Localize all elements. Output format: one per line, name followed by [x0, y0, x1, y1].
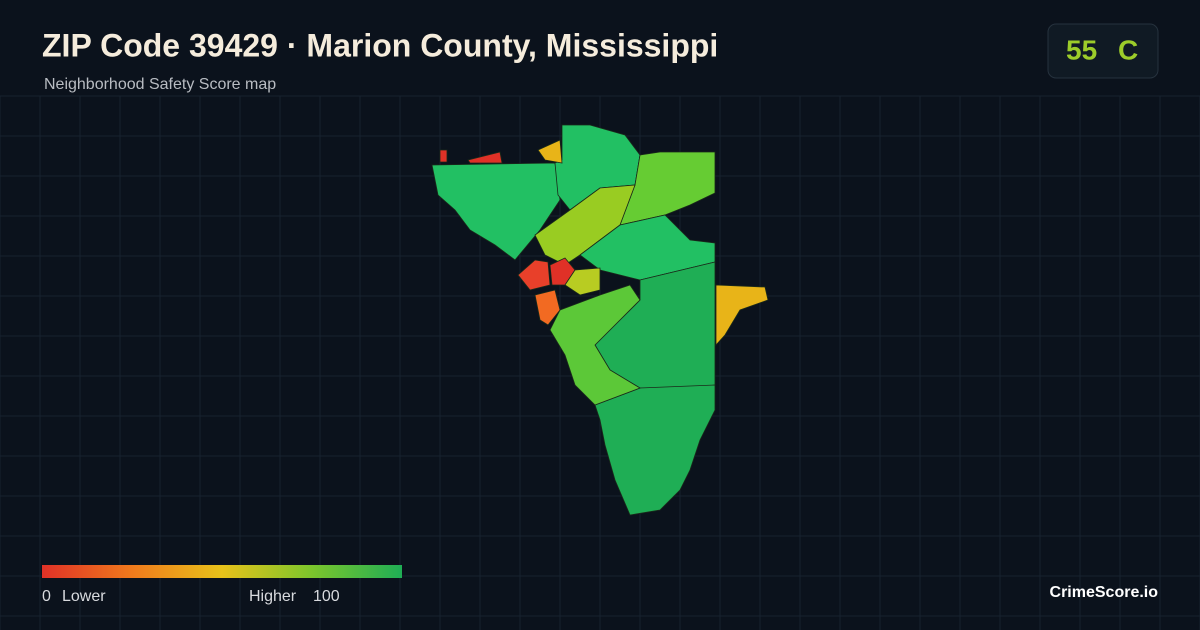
- title: ZIP Code 39429 · Marion County, Mississi…: [42, 27, 718, 63]
- score-value: 55: [1066, 34, 1097, 65]
- subtitle: Neighborhood Safety Score map: [44, 76, 276, 93]
- map-region: [715, 284, 769, 347]
- map-region: [549, 284, 641, 406]
- legend-min-label: Lower: [62, 588, 106, 605]
- legend-gradient: [42, 565, 402, 578]
- map-region: [467, 151, 503, 164]
- brand: CrimeScore.io: [1050, 584, 1159, 601]
- map-region: [439, 149, 448, 163]
- map-region: [517, 259, 551, 291]
- zip-map: [431, 124, 769, 516]
- score-grade: C: [1118, 34, 1138, 65]
- legend-max: 100: [313, 588, 340, 605]
- score-box: [1047, 23, 1159, 79]
- map-region: [537, 139, 563, 164]
- map-region: [564, 267, 601, 296]
- legend-max-label: Higher: [249, 588, 297, 605]
- map-region: [534, 289, 561, 326]
- map-region: [594, 384, 716, 516]
- legend-min: 0: [42, 588, 51, 605]
